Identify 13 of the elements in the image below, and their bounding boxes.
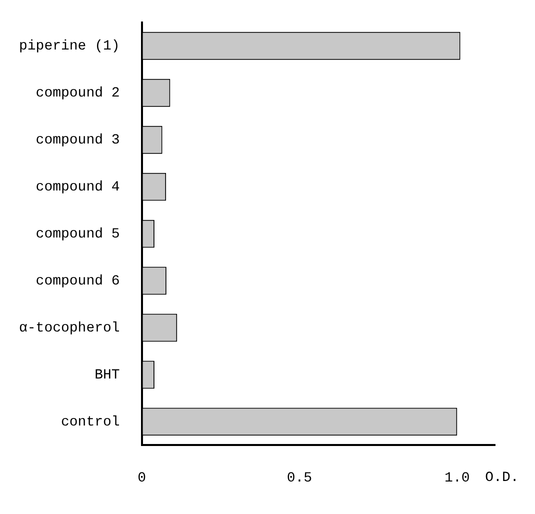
y-tick-label: compound 3 xyxy=(36,132,120,149)
x-tick-label: 0.5 xyxy=(286,470,312,486)
y-tick-label: compound 6 xyxy=(36,273,120,290)
y-tick-label: compound 2 xyxy=(36,86,120,102)
x-tick-label: 0 xyxy=(138,470,146,486)
x-axis-title: O.D. xyxy=(485,470,519,486)
y-tick-label: compound 4 xyxy=(36,180,120,196)
y-tick-label: α-tocopherol xyxy=(18,320,120,336)
x-tick-label: 1.0 xyxy=(444,470,470,486)
y-tick-label: compound 5 xyxy=(36,226,120,243)
y-tick-label: control xyxy=(61,414,120,430)
y-tick-label: BHT xyxy=(94,367,120,384)
y-tick-label: piperine (1) xyxy=(18,38,120,55)
